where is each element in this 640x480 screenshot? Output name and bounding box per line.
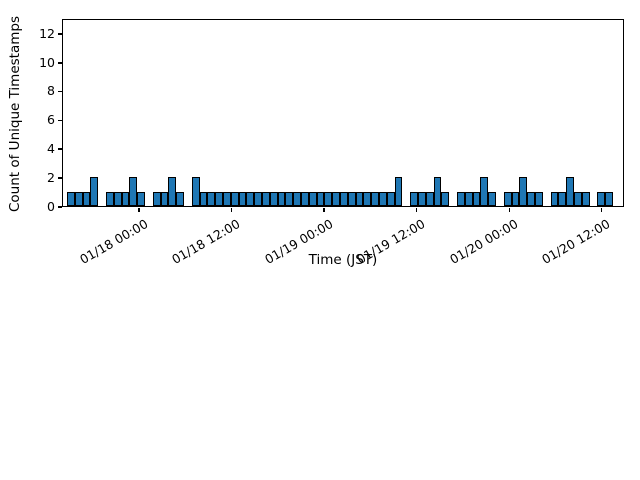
bar — [246, 191, 255, 206]
bar — [277, 191, 286, 206]
bar — [441, 191, 450, 206]
bar — [129, 177, 138, 206]
bar — [191, 177, 200, 206]
y-tick-label: 12 — [39, 25, 55, 41]
y-tick-label: 8 — [47, 83, 55, 99]
bar — [230, 191, 239, 206]
bar — [425, 191, 434, 206]
x-tick-mark — [600, 208, 603, 212]
bar — [550, 191, 559, 206]
y-tick-mark — [58, 33, 62, 35]
bar — [410, 191, 418, 206]
x-tick-mark — [230, 208, 233, 212]
bar — [74, 191, 83, 206]
bar — [160, 191, 169, 206]
y-tick-mark — [58, 119, 62, 122]
bar — [371, 191, 379, 206]
bar — [519, 177, 528, 206]
bar — [176, 191, 184, 206]
bar — [293, 191, 301, 206]
x-axis-title: Time (JST) — [308, 252, 378, 268]
x-tick-mark — [138, 208, 140, 212]
bar — [262, 191, 270, 206]
bar — [238, 191, 247, 206]
bar — [363, 191, 372, 206]
bar — [67, 191, 75, 206]
bar — [308, 191, 317, 206]
bar — [152, 191, 161, 206]
bar — [340, 191, 348, 206]
bar — [223, 191, 231, 206]
x-tick-mark — [323, 208, 325, 212]
bar — [301, 191, 309, 206]
bar — [527, 191, 535, 206]
y-tick-label: 10 — [39, 54, 55, 70]
bar — [511, 191, 520, 206]
bar — [394, 177, 403, 206]
bar — [113, 191, 122, 206]
plot-area: 0 2 4 6 8 10 12 01/18 00:00 01/18 12:00 01/19 00… — [39, 19, 624, 267]
bar — [457, 191, 465, 206]
y-tick-label: 2 — [47, 169, 55, 185]
y-tick-label: 4 — [47, 140, 55, 156]
bars-layer — [63, 20, 623, 206]
x-tick-mark — [508, 208, 510, 212]
bar — [324, 191, 333, 206]
bar — [347, 191, 356, 206]
bar — [332, 191, 340, 206]
bar — [137, 191, 145, 206]
bar — [558, 191, 567, 206]
bar — [106, 191, 114, 206]
bar — [433, 177, 442, 206]
bar — [581, 191, 590, 206]
bar — [355, 191, 364, 206]
bar — [418, 191, 426, 206]
bar — [285, 191, 294, 206]
bar — [90, 177, 99, 206]
bar — [503, 191, 512, 206]
y-tick-mark — [58, 90, 62, 93]
bar — [480, 177, 489, 206]
bar — [199, 191, 208, 206]
bar — [168, 177, 177, 206]
bar — [464, 191, 473, 206]
bar — [605, 191, 613, 206]
y-tick-mark — [58, 177, 62, 179]
bar — [597, 191, 606, 206]
bar — [254, 191, 262, 206]
bar — [207, 191, 216, 206]
y-tick-label: 0 — [47, 198, 55, 214]
x-tick-mark — [415, 208, 418, 212]
bar — [379, 191, 387, 206]
bar — [472, 191, 481, 206]
y-tick-mark — [58, 206, 62, 208]
bar — [386, 191, 395, 206]
bar — [82, 191, 91, 206]
y-tick-label: 6 — [47, 112, 55, 128]
y-tick-mark — [58, 148, 62, 150]
bar — [121, 191, 130, 206]
bar — [488, 191, 496, 206]
bar — [535, 191, 543, 206]
y-tick-mark — [58, 62, 62, 64]
bar — [215, 191, 223, 206]
bar — [316, 191, 325, 206]
bar — [574, 191, 582, 206]
bar — [566, 177, 574, 206]
bar — [269, 191, 278, 206]
